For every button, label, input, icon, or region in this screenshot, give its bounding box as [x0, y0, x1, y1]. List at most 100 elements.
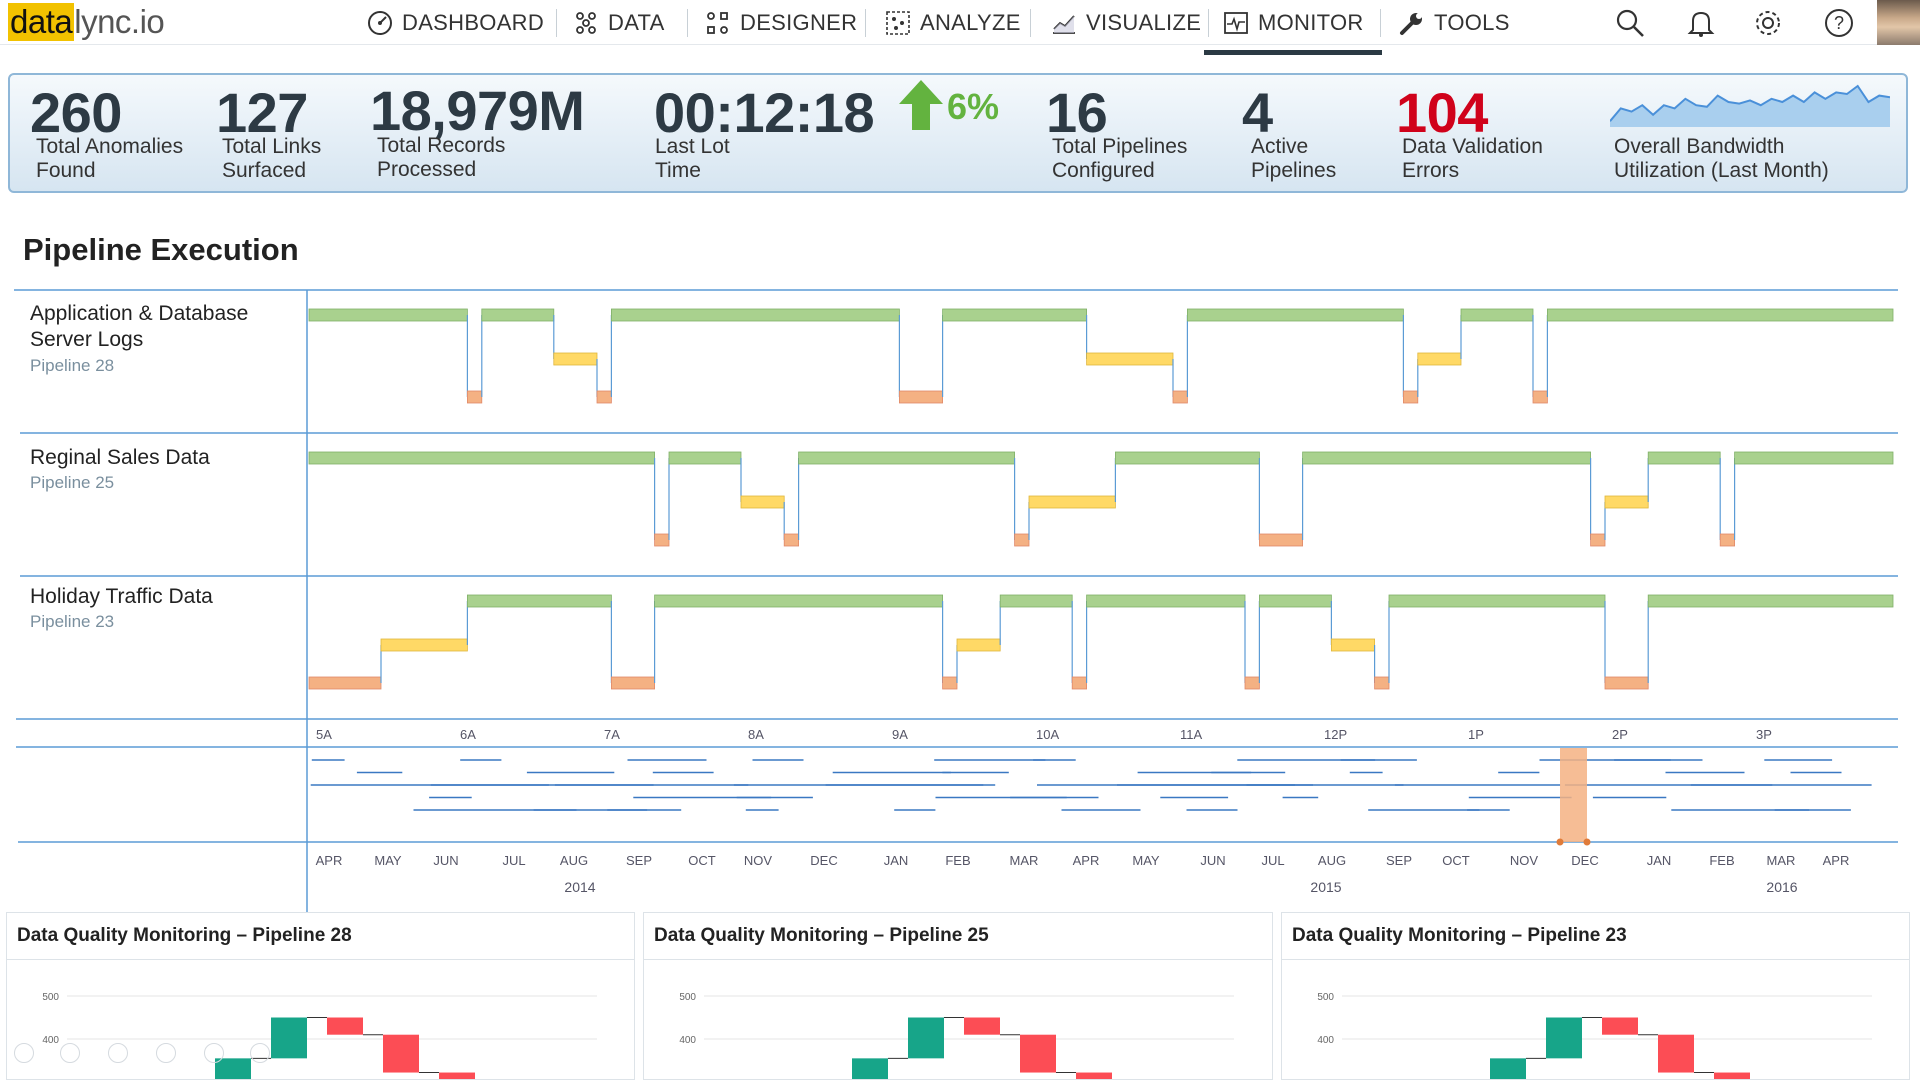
- chart-more-icon[interactable]: [250, 1043, 270, 1063]
- y-tick-label: 400: [42, 1035, 59, 1046]
- nav-monitor-label: MONITOR: [1258, 9, 1364, 35]
- nav-divider: [1030, 9, 1031, 37]
- wrench-icon: [1400, 12, 1422, 35]
- pipeline-state-bar: [899, 390, 944, 404]
- y-tick-label: 500: [679, 992, 696, 1003]
- card-title: Data Quality Monitoring – Pipeline 25: [654, 925, 989, 946]
- sparkline-line: [1610, 84, 1890, 122]
- pipeline-state-bar: [1604, 676, 1649, 690]
- nav-monitor[interactable]: MONITOR: [1204, 0, 1382, 55]
- waterfall-bar: [964, 1017, 1000, 1035]
- pipeline-state-bar: [1302, 451, 1591, 465]
- pipeline-state-bar: [668, 451, 742, 465]
- pipeline-id: Pipeline 23: [30, 612, 115, 631]
- hour-tick-label: 9A: [892, 727, 908, 742]
- kpi-bandwidth-label: Overall Bandwidth Utilization (Last Mont…: [1614, 135, 1829, 182]
- pipeline-state-bar: [308, 676, 382, 690]
- pipeline-state-bar: [654, 533, 670, 547]
- month-tick-label: SEP: [1386, 853, 1412, 868]
- help-icon[interactable]: ?: [1823, 7, 1855, 39]
- hour-tick-label: 7A: [604, 727, 620, 742]
- kpi-records-value: 18,979M: [370, 79, 585, 142]
- analyze-icon: [886, 10, 910, 35]
- pipeline-state-bar: [466, 390, 483, 404]
- search-icon[interactable]: [1614, 7, 1646, 39]
- month-tick-label: JAN: [1647, 853, 1672, 868]
- kpi-links-label: Total Links Surfaced: [222, 135, 322, 182]
- bell-icon[interactable]: [1685, 7, 1717, 39]
- y-tick-label: 400: [1317, 1035, 1334, 1046]
- month-tick-label: MAR: [1010, 853, 1039, 868]
- pipeline-state-bar: [1374, 676, 1390, 690]
- nav-divider: [1208, 9, 1209, 37]
- range-selection-brush: [1560, 748, 1587, 842]
- hour-tick-label: 5A: [316, 727, 332, 742]
- y-tick-label: 300: [679, 1078, 696, 1080]
- pipeline-state-bar: [1172, 390, 1188, 404]
- pipeline-state-bar: [999, 594, 1073, 608]
- hour-tick-label: 11A: [1180, 727, 1202, 742]
- pipeline-state-bar: [1388, 594, 1606, 608]
- pipeline-state-bar: [308, 451, 656, 465]
- y-tick-label: 500: [42, 992, 59, 1003]
- chart-back-icon[interactable]: [14, 1043, 34, 1063]
- waterfall-bar: [383, 1034, 419, 1073]
- month-tick-label: JUN: [433, 853, 458, 868]
- hour-tick-label: 2P: [1612, 727, 1628, 742]
- month-tick-label: MAR: [1767, 853, 1796, 868]
- month-tick-label: JUL: [1261, 853, 1284, 868]
- y-tick-label: 500: [1317, 992, 1334, 1003]
- kpi-anomalies-value: 260: [30, 81, 122, 144]
- kpi-pipelines-configured-value: 16: [1046, 81, 1108, 144]
- nav-data[interactable]: DATA: [572, 0, 665, 45]
- bandwidth-sparkline: [1610, 84, 1890, 127]
- y-tick-label: 400: [679, 1035, 696, 1046]
- logo-data-text: data: [8, 3, 75, 41]
- nav-analyze[interactable]: ANALYZE: [884, 0, 1021, 45]
- card-divider: [7, 959, 634, 960]
- waterfall-bar: [1658, 1034, 1694, 1073]
- month-tick-label: SEP: [626, 853, 652, 868]
- gear-icon[interactable]: [1752, 7, 1784, 39]
- waterfall-bar: [1714, 1072, 1750, 1079]
- chart-print-icon[interactable]: [156, 1043, 176, 1063]
- pipeline-state-bar: [942, 308, 1087, 322]
- pipeline-state-bar: [1086, 352, 1174, 366]
- waterfall-bar: [1546, 1017, 1582, 1059]
- nav-visualize[interactable]: VISUALIZE: [1050, 0, 1201, 45]
- pipeline-state-bar: [1590, 533, 1606, 547]
- year-tick-label: 2016: [1766, 879, 1797, 895]
- nav-divider: [556, 9, 557, 37]
- pipeline-state-bar: [611, 676, 656, 690]
- user-avatar[interactable]: [1877, 0, 1920, 45]
- month-tick-label: MAY: [1132, 853, 1160, 868]
- nav-visualize-label: VISUALIZE: [1086, 9, 1202, 35]
- waterfall-bar: [852, 1058, 888, 1079]
- pipeline-state-bar: [1187, 308, 1404, 322]
- hour-tick-label: 3P: [1756, 727, 1772, 742]
- pipeline-state-bar: [1115, 451, 1260, 465]
- pipeline-state-bar: [596, 390, 612, 404]
- nav-designer[interactable]: DESIGNER: [704, 0, 857, 45]
- kpi-lot-time-delta: 6%: [947, 86, 1000, 127]
- pipeline-id: Pipeline 25: [30, 473, 115, 492]
- chart-edit-icon[interactable]: [108, 1043, 128, 1063]
- pipeline-state-bar: [1014, 533, 1030, 547]
- arrow-up-icon: [899, 80, 943, 130]
- monitor-icon: [1224, 11, 1248, 34]
- nav-analyze-label: ANALYZE: [920, 9, 1021, 35]
- kpi-records-label: Total Records Processed: [377, 134, 506, 181]
- pipeline-name: Reginal Sales Data: [30, 446, 210, 469]
- hour-tick-label: 10A: [1036, 727, 1059, 742]
- kpi-active-pipelines-label: Active Pipelines: [1251, 135, 1337, 182]
- pipeline-state-bar: [1259, 533, 1304, 547]
- kpi-pipelines-configured-label: Total Pipelines Configured: [1052, 135, 1188, 182]
- pipeline-state-bar: [1547, 308, 1894, 322]
- chart-forward-icon[interactable]: [60, 1043, 80, 1063]
- chart-zoom-icon[interactable]: [204, 1043, 224, 1063]
- app-logo[interactable]: data lync.io: [8, 3, 165, 41]
- nav-tools[interactable]: TOOLS: [1398, 0, 1510, 45]
- top-navigation-bar: data lync.io DASHBOARD DATA DESIGNER ANAL…: [0, 0, 1920, 55]
- nav-dashboard[interactable]: DASHBOARD: [366, 0, 544, 45]
- logo-domain-text: lync.io: [74, 3, 165, 40]
